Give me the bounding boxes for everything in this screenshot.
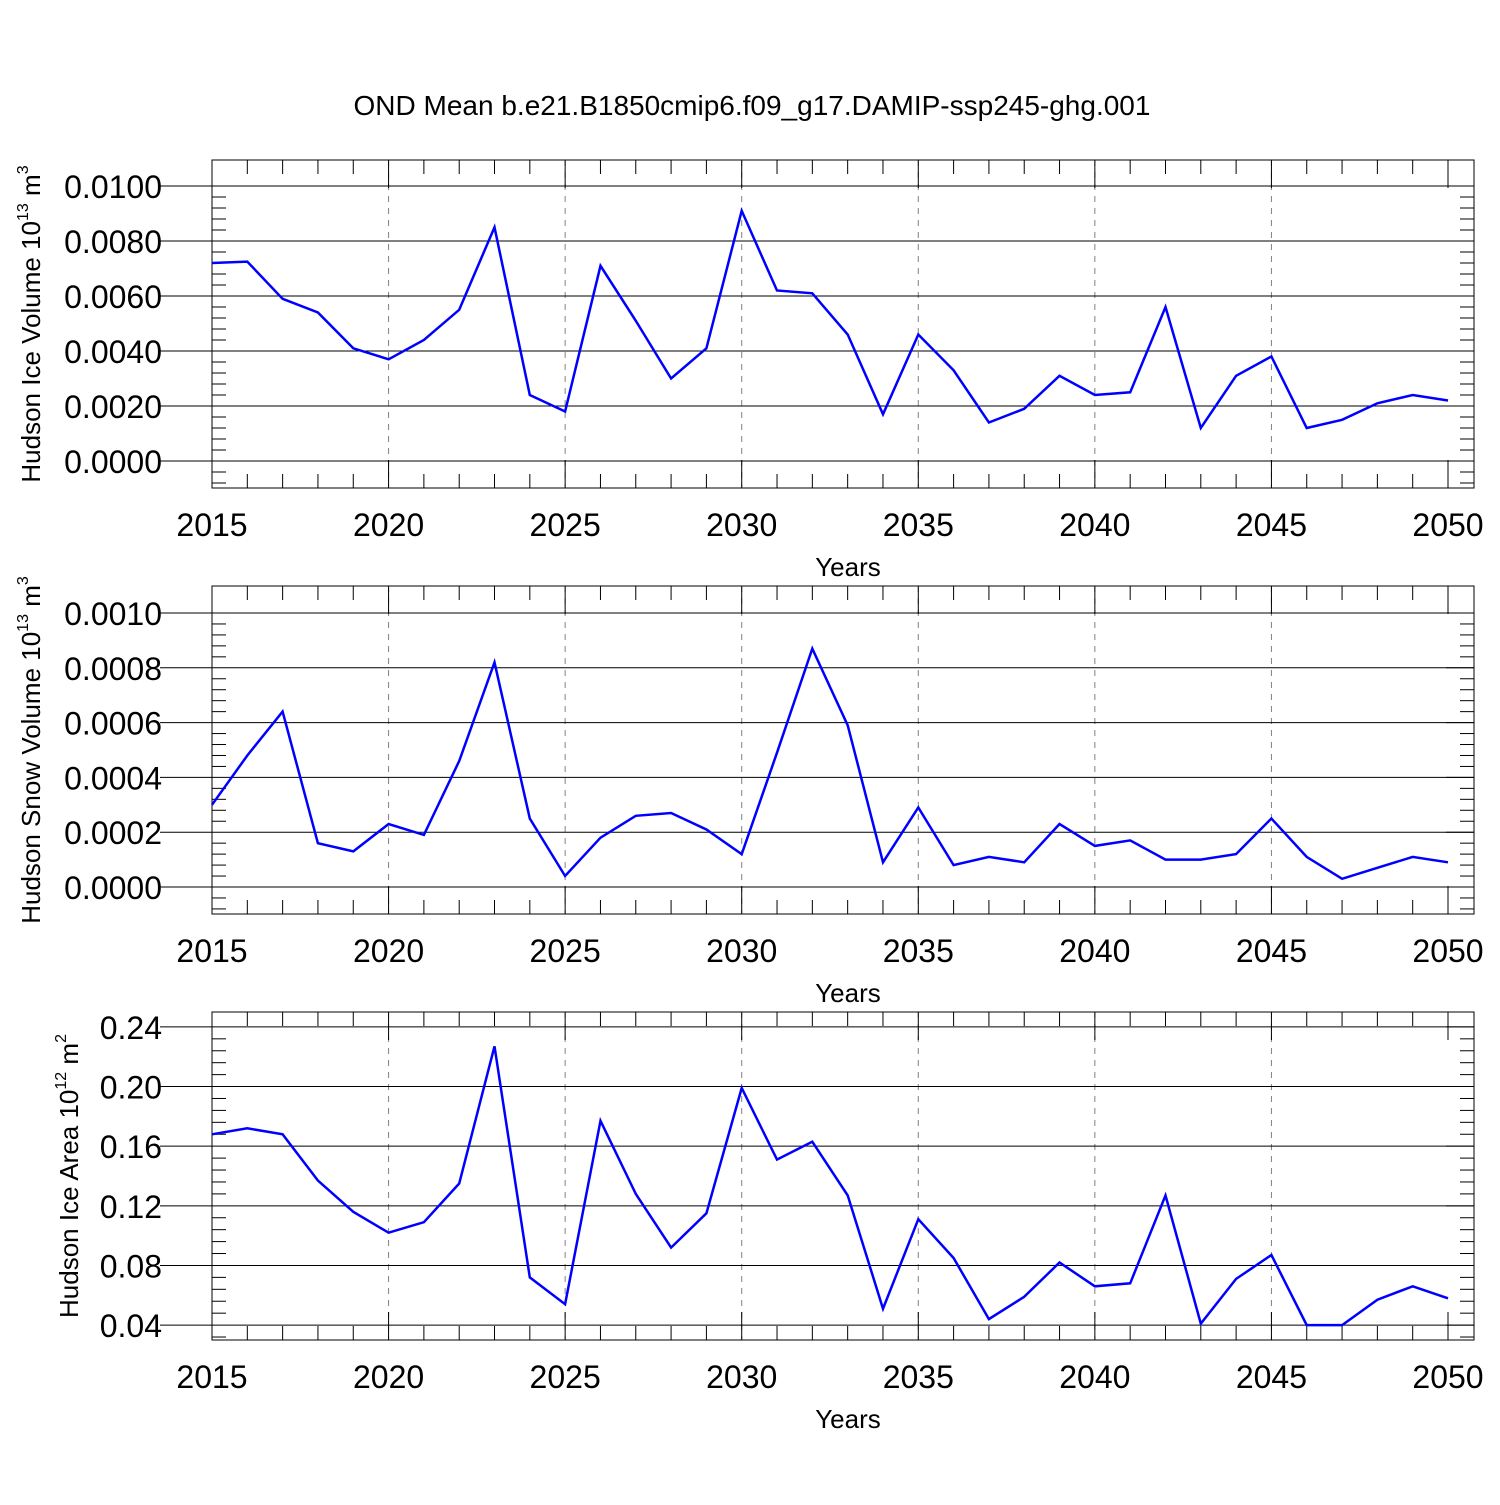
- panel-2: 2015 2020 2025 2030 2035 2040 2045 2050 0.0000 0.…: [15, 576, 1484, 1008]
- x-tick-label: 2050: [1412, 507, 1483, 543]
- y-axis-label: Hudson Ice Volume 1013 m3: [15, 165, 46, 482]
- y-tick-label: 0.0080: [64, 224, 162, 260]
- y-tick-label: 0.0060: [64, 279, 162, 315]
- x-tick-label: 2040: [1059, 1359, 1130, 1395]
- x-tick-label: 2040: [1059, 507, 1130, 543]
- x-tick-label: 2050: [1412, 1359, 1483, 1395]
- y-tick-label: 0.0002: [64, 815, 162, 851]
- x-tick-label: 2045: [1236, 933, 1307, 969]
- y-tick-label: 0.0020: [64, 389, 162, 425]
- panel-1: 2015 2020 2025 2030 2035 2040 2045 2050 0.0000 0.…: [15, 159, 1484, 582]
- x-tick-label: 2035: [883, 1359, 954, 1395]
- chart-title: OND Mean b.e21.B1850cmip6.f09_g17.DAMIP-…: [354, 90, 1151, 121]
- plot-frame: [211, 585, 1475, 915]
- x-tick-label: 2015: [176, 933, 247, 969]
- y-tick-label: 0.04: [100, 1308, 162, 1344]
- y-tick-label: 0.0010: [64, 596, 162, 632]
- y-axis-label: Hudson Snow Volume 1013 m3: [15, 576, 46, 924]
- y-axis-label: Hudson Ice Area 1012 m2: [53, 1034, 84, 1318]
- x-axis-label: Years: [815, 978, 881, 1008]
- y-tick-label: 0.24: [100, 1010, 162, 1046]
- y-tick-label: 0.0008: [64, 651, 162, 687]
- x-tick-label: 2025: [530, 933, 601, 969]
- x-tick-label: 2030: [706, 507, 777, 543]
- x-axis-label: Years: [815, 552, 881, 582]
- y-tick-label: 0.12: [100, 1189, 162, 1225]
- x-tick-label: 2020: [353, 933, 424, 969]
- series-line: [210, 645, 1449, 881]
- panel-3: 2015 2020 2025 2030 2035 2040 2045 2050 0.04 0.08…: [53, 1010, 1484, 1434]
- y-tick-label: 0.0100: [64, 169, 162, 205]
- x-tick-label: 2015: [176, 1359, 247, 1395]
- x-tick-label: 2035: [883, 507, 954, 543]
- y-tick-label: 0.0000: [64, 870, 162, 906]
- y-tick-label: 0.0004: [64, 760, 162, 796]
- y-tick-label: 0.0040: [64, 334, 162, 370]
- series-line: [211, 1045, 1449, 1327]
- x-tick-label: 2025: [530, 1359, 601, 1395]
- x-tick-label: 2045: [1236, 1359, 1307, 1395]
- plot-frame: [211, 159, 1475, 489]
- series-line: [211, 207, 1449, 431]
- x-tick-label: 2015: [176, 507, 247, 543]
- y-tick-label: 0.20: [100, 1070, 162, 1106]
- y-tick-label: 0.0000: [64, 444, 162, 480]
- x-tick-label: 2020: [353, 507, 424, 543]
- x-tick-label: 2025: [530, 507, 601, 543]
- x-tick-label: 2045: [1236, 507, 1307, 543]
- x-tick-label: 2030: [706, 1359, 777, 1395]
- x-tick-label: 2050: [1412, 933, 1483, 969]
- y-tick-label: 0.08: [100, 1248, 162, 1284]
- x-tick-label: 2030: [706, 933, 777, 969]
- x-tick-label: 2020: [353, 1359, 424, 1395]
- x-tick-label: 2035: [883, 933, 954, 969]
- y-tick-label: 0.16: [100, 1129, 162, 1165]
- x-axis-label: Years: [815, 1404, 881, 1434]
- x-tick-label: 2040: [1059, 933, 1130, 969]
- plot-frame: [211, 1011, 1475, 1341]
- y-tick-label: 0.0006: [64, 706, 162, 742]
